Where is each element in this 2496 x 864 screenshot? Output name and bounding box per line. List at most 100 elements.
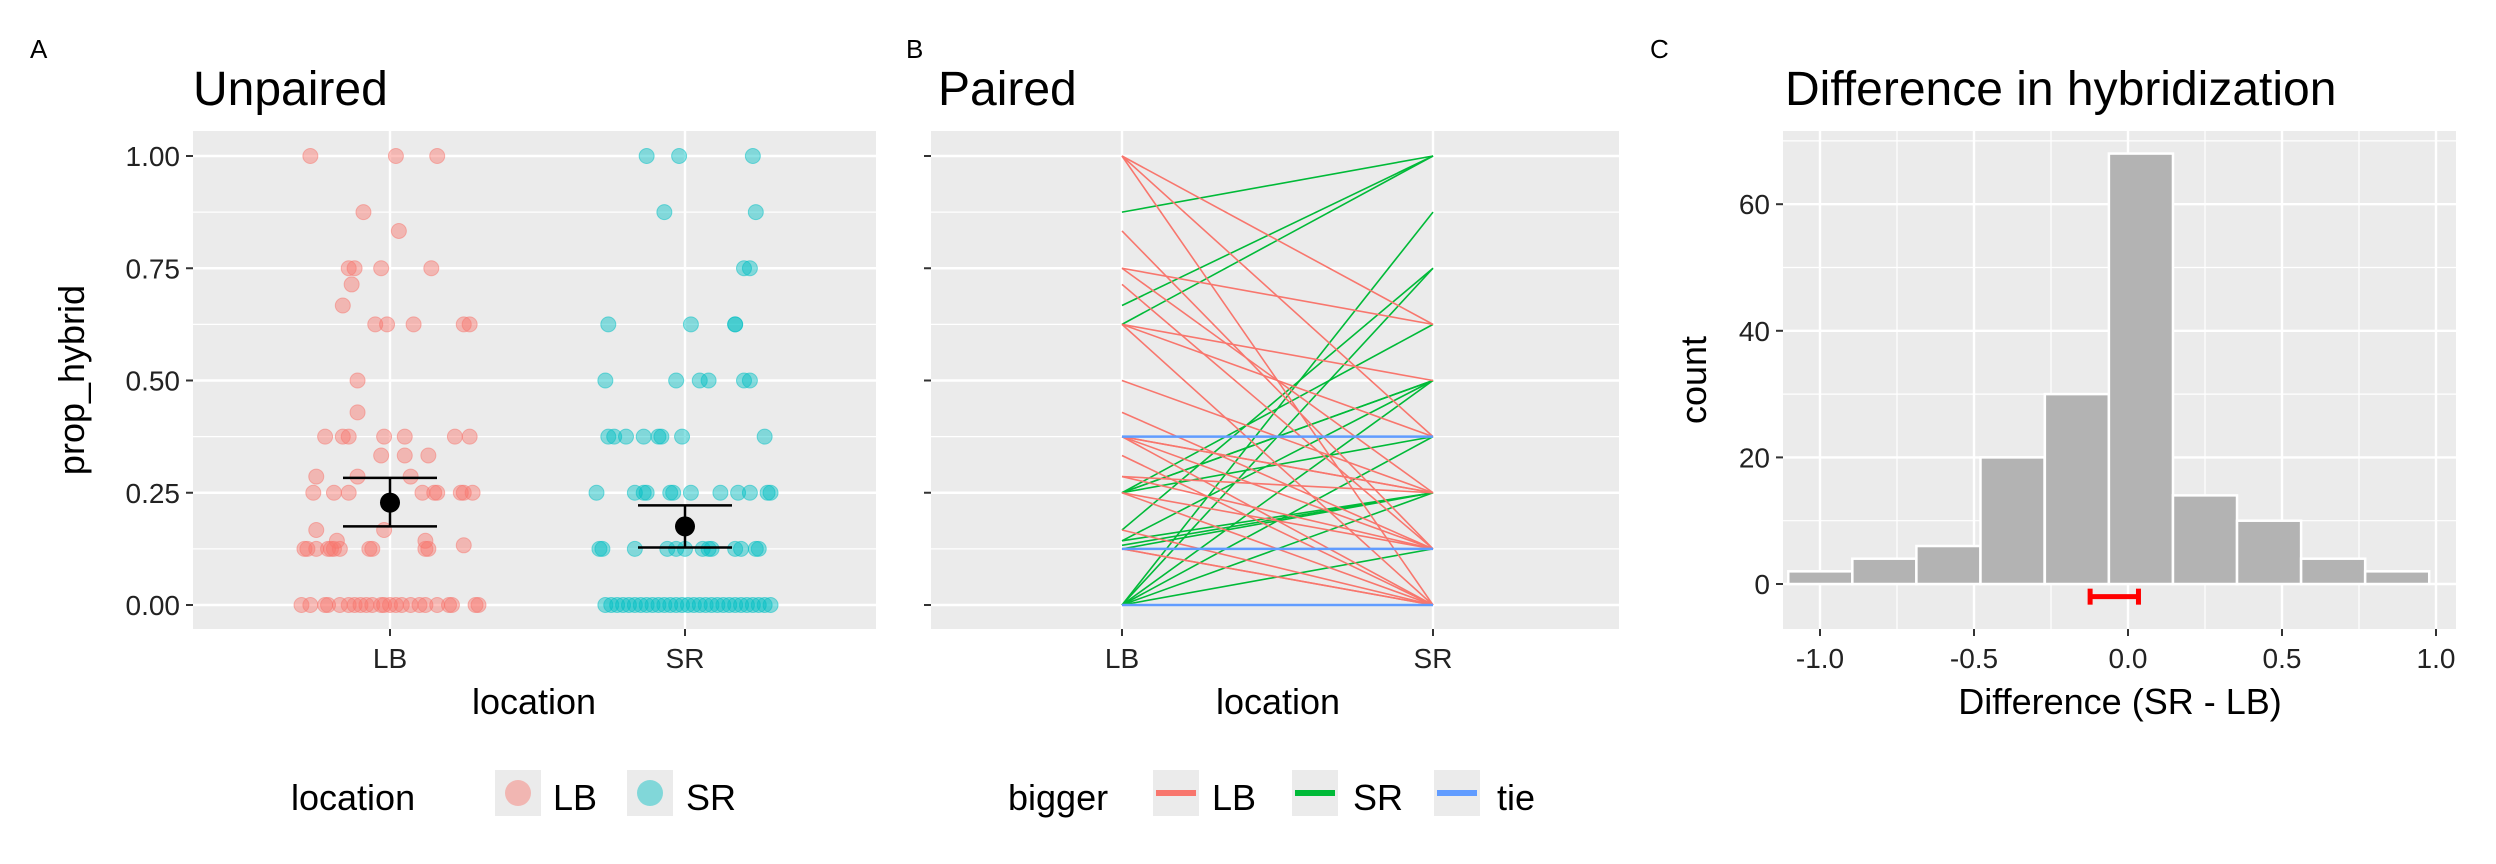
data-point-sr: [741, 260, 758, 277]
data-point-sr: [741, 484, 758, 501]
data-point-lb: [373, 260, 390, 277]
pair-line-lb: [1121, 323, 1434, 382]
data-point-sr: [609, 597, 626, 613]
panel-a: A Unpaired 0.00 0.25 0.50 0.75 1.00 LB SR lo…: [30, 34, 876, 818]
data-point-sr: [756, 428, 773, 445]
data-point-lb: [355, 204, 372, 221]
pair-line-lb: [1121, 267, 1434, 326]
data-point-lb: [302, 148, 319, 164]
data-point-sr: [741, 372, 758, 389]
data-point-sr: [638, 484, 655, 501]
data-point-lb: [364, 597, 381, 613]
data-point-sr: [632, 597, 649, 613]
x-axis-title: Difference (SR - LB): [1958, 681, 2281, 722]
data-point-sr: [703, 540, 720, 557]
legend-key-sr: [627, 770, 673, 816]
pair-line-lb: [1121, 548, 1434, 606]
data-point-lb: [376, 597, 393, 613]
legend-title: bigger: [1008, 777, 1108, 818]
data-point-sr: [721, 597, 738, 613]
pair-line-lb: [1121, 435, 1434, 494]
pair-line-sr: [1121, 491, 1434, 542]
x-tick-label: 0.0: [2109, 643, 2148, 674]
data-point-lb: [305, 484, 322, 501]
panel-c: C Difference in hybridization 0 20 40 60 -1…: [1650, 34, 2456, 722]
data-point-lb: [349, 372, 366, 389]
mean-point: [380, 492, 400, 513]
data-point-sr: [682, 484, 699, 501]
y-tick-label: 60: [1739, 189, 1770, 220]
panel-c-title: Difference in hybridization: [1785, 63, 2336, 116]
legend-label-lb: LB: [1212, 777, 1256, 818]
data-point-lb: [470, 597, 487, 613]
data-point-sr: [736, 260, 752, 277]
data-point-lb: [302, 597, 319, 613]
data-point-sr: [730, 484, 747, 501]
data-point-sr: [727, 597, 744, 613]
data-point-lb: [464, 484, 481, 501]
pair-line-lb: [1121, 435, 1434, 550]
y-tick-label: 0.75: [126, 253, 181, 284]
data-point-sr: [606, 428, 623, 445]
data-point-lb: [334, 428, 351, 445]
x-tick-label: -0.5: [1950, 643, 1998, 674]
data-point-lb: [405, 316, 422, 333]
data-point-sr: [738, 597, 755, 613]
data-point-sr: [597, 372, 614, 389]
data-point-sr: [626, 484, 643, 501]
data-point-sr: [744, 148, 761, 164]
data-point-lb: [429, 148, 446, 164]
data-point-sr: [594, 540, 611, 557]
data-point-lb: [299, 540, 316, 557]
pair-line-lb: [1121, 454, 1434, 606]
x-tick-label-sr: SR: [1414, 643, 1453, 674]
panel-tag-c: C: [1650, 34, 1669, 64]
pair-line-lb: [1121, 475, 1434, 550]
data-point-sr: [712, 484, 729, 501]
data-point-sr: [635, 428, 652, 445]
histogram-bar: [1787, 570, 1854, 586]
data-point-lb: [325, 484, 342, 501]
data-point-lb: [352, 597, 369, 613]
data-point-lb: [461, 316, 478, 333]
data-point-sr: [762, 484, 779, 501]
pair-line-lb: [1121, 230, 1434, 550]
data-point-sr: [694, 540, 711, 557]
data-point-lb: [423, 260, 440, 277]
histogram-bar: [2363, 570, 2431, 586]
data-point-lb: [340, 428, 357, 445]
data-point-lb: [443, 597, 460, 613]
data-point-lb: [367, 316, 384, 333]
x-tick-label: 0.5: [2263, 643, 2302, 674]
data-point-lb: [420, 447, 437, 464]
y-tick-label: 1.00: [126, 141, 181, 172]
data-point-sr: [685, 597, 702, 613]
data-point-sr: [727, 540, 744, 557]
x-tick-label-sr: SR: [666, 643, 705, 674]
data-point-sr: [703, 597, 720, 613]
data-point-lb: [331, 540, 348, 557]
data-point-sr: [603, 597, 620, 613]
legend-title: location: [291, 777, 415, 818]
data-point-lb: [411, 597, 428, 613]
data-point-lb: [376, 428, 393, 445]
data-point-sr: [736, 372, 752, 389]
data-point-sr: [600, 316, 617, 333]
data-point-sr: [662, 597, 679, 613]
data-point-lb: [390, 222, 407, 239]
data-point-sr: [697, 597, 714, 613]
data-point-sr: [618, 428, 634, 445]
legend-symbol-lb: [505, 780, 531, 806]
data-point-lb: [379, 316, 396, 333]
y-tick-label: 0: [1754, 569, 1770, 600]
data-point-lb: [455, 316, 472, 333]
panel-tag-a: A: [30, 34, 48, 64]
legend-label-lb: LB: [553, 777, 597, 818]
panel-tag-b: B: [906, 34, 923, 64]
data-point-sr: [597, 597, 614, 613]
data-point-sr: [727, 316, 744, 333]
data-point-lb: [346, 260, 363, 277]
x-tick-label-lb: LB: [1105, 643, 1139, 674]
pair-line-lb: [1121, 155, 1434, 326]
